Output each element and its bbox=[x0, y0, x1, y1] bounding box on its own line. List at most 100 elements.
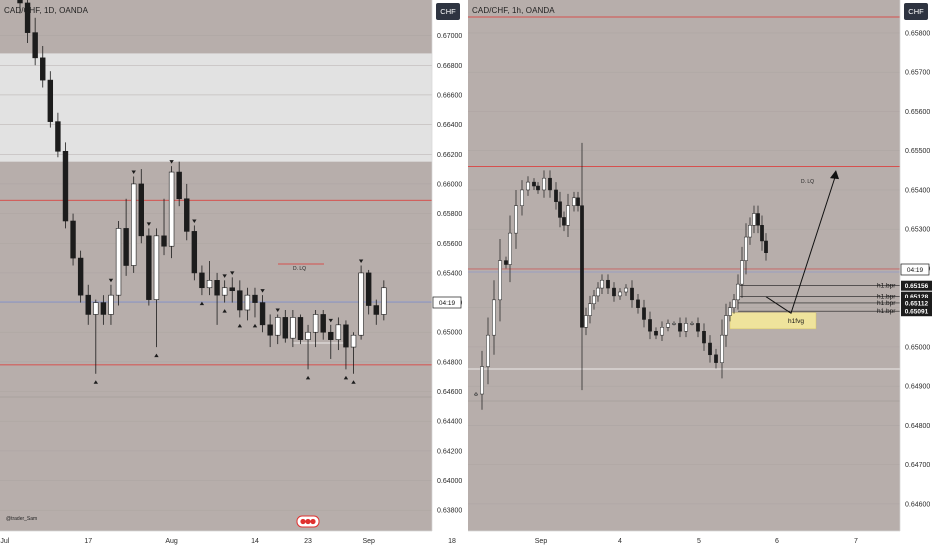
candle bbox=[55, 121, 61, 152]
date-tick-label: 14 bbox=[251, 538, 259, 545]
tradingview-logo-icon bbox=[296, 515, 320, 528]
price-tick-label: 0.65600 bbox=[437, 241, 462, 248]
daily-chart-panel[interactable]: 0.67000 0.66800 0.66600 0.66400 0.66200 0.660… bbox=[0, 0, 464, 550]
price-tick-label: 0.64800 bbox=[437, 359, 462, 366]
currency-badge[interactable]: CHF bbox=[904, 3, 928, 20]
candle bbox=[584, 315, 588, 328]
candle bbox=[728, 307, 732, 316]
fvg-label: h1fvg bbox=[788, 318, 804, 325]
candle bbox=[244, 294, 251, 311]
candle bbox=[566, 205, 570, 226]
daily-chart-canvas[interactable]: 0.67000 0.66800 0.66600 0.66400 0.66200 0.660… bbox=[0, 0, 464, 550]
candle bbox=[267, 324, 273, 336]
swing-low-marker bbox=[237, 323, 243, 328]
candle bbox=[85, 294, 91, 315]
candle bbox=[320, 314, 326, 333]
candle bbox=[93, 302, 99, 315]
candle bbox=[752, 213, 756, 226]
candle bbox=[596, 287, 600, 297]
candle bbox=[358, 272, 364, 336]
bpr-price-badge bbox=[901, 291, 932, 302]
date-tick-label: 6 bbox=[775, 538, 779, 545]
bpr-price-value: 0.65128 bbox=[905, 294, 929, 301]
candle bbox=[146, 235, 152, 300]
price-tick-label: 0.65800 bbox=[905, 30, 930, 37]
swing-high-marker bbox=[169, 160, 174, 164]
candle bbox=[606, 279, 610, 289]
price-tick-label: 0.65300 bbox=[905, 227, 930, 234]
candle bbox=[290, 317, 296, 339]
candle bbox=[123, 228, 129, 266]
candle bbox=[576, 197, 580, 206]
price-tick-label: 0.66400 bbox=[437, 122, 462, 129]
candle bbox=[508, 232, 512, 265]
candle bbox=[748, 225, 752, 238]
price-tick-label: 0.64900 bbox=[905, 384, 930, 391]
price-tick-label: 0.64600 bbox=[437, 389, 462, 396]
candle bbox=[161, 235, 167, 247]
timer-text: 04:19 bbox=[439, 300, 456, 307]
swing-low-marker bbox=[222, 309, 227, 313]
candle bbox=[373, 305, 379, 315]
bpr-price-badge bbox=[901, 280, 932, 291]
candle bbox=[32, 32, 38, 59]
price-axis[interactable] bbox=[432, 0, 464, 550]
price-tick-label: 0.64700 bbox=[905, 462, 930, 469]
candle bbox=[648, 319, 652, 332]
timer-badge: 04:19 bbox=[900, 263, 930, 276]
bpr-price-value: 0.65112 bbox=[905, 300, 929, 307]
candle bbox=[740, 260, 744, 285]
candle bbox=[77, 257, 84, 296]
watermark-text: @trader_Sam bbox=[6, 516, 37, 522]
date-ticks: Jul17Aug1423Sep18Oct bbox=[0, 538, 456, 545]
candle bbox=[312, 314, 319, 333]
candle bbox=[305, 331, 311, 340]
price-tick-label: 0.66200 bbox=[437, 152, 462, 159]
price-tick-label: 0.65400 bbox=[437, 270, 462, 277]
price-tick-label: 0.66600 bbox=[437, 92, 462, 99]
date-tick-label: 23 bbox=[304, 538, 312, 545]
supply-zone bbox=[0, 53, 432, 162]
candle bbox=[760, 225, 764, 242]
date-tick-label: Aug bbox=[165, 538, 178, 545]
time-axis[interactable] bbox=[468, 531, 900, 550]
panel-divider[interactable] bbox=[464, 0, 468, 550]
plot-background bbox=[468, 0, 900, 531]
date-tick-label: 7 bbox=[854, 538, 858, 545]
candle bbox=[554, 189, 558, 202]
date-ticks: Sep 4 5 6 7 bbox=[535, 538, 858, 545]
swing-high-marker bbox=[230, 271, 235, 275]
hourly-chart-panel[interactable]: h1fvg h1.bpr h1.bpr h1.bpr h1.bpr 0.65800 0.… bbox=[468, 0, 932, 550]
price-tick-label: 0.65000 bbox=[437, 330, 462, 337]
candle bbox=[381, 287, 387, 315]
price-tick-label: 0.65000 bbox=[905, 344, 930, 351]
date-tick-label: Jul bbox=[0, 538, 9, 545]
swing-high-marker bbox=[260, 289, 265, 293]
candle bbox=[504, 260, 508, 265]
candle bbox=[350, 334, 357, 348]
bpr-label: h1.bpr bbox=[877, 294, 896, 301]
candle bbox=[153, 235, 160, 300]
bpr-label: h1.bpr bbox=[877, 308, 896, 315]
candle bbox=[624, 287, 628, 293]
price-tick-label: 0.65500 bbox=[905, 148, 930, 155]
time-axis[interactable] bbox=[0, 531, 432, 550]
candle bbox=[480, 366, 484, 395]
candle bbox=[237, 290, 243, 311]
candle bbox=[612, 287, 616, 297]
candle bbox=[176, 171, 182, 200]
candle bbox=[630, 287, 634, 301]
candle bbox=[532, 181, 536, 187]
price-tick-label: 0.64600 bbox=[905, 501, 930, 508]
candle bbox=[24, 2, 31, 33]
candle bbox=[572, 197, 576, 206]
price-ticks: 0.67000 0.66800 0.66600 0.66400 0.66200 0.660… bbox=[437, 33, 462, 515]
candle bbox=[558, 201, 562, 218]
candle bbox=[275, 317, 281, 336]
candle bbox=[138, 183, 144, 237]
swing-high-marker bbox=[146, 222, 152, 226]
timer-badge: 04:19 bbox=[432, 296, 462, 309]
currency-badge[interactable]: CHF bbox=[436, 3, 460, 20]
